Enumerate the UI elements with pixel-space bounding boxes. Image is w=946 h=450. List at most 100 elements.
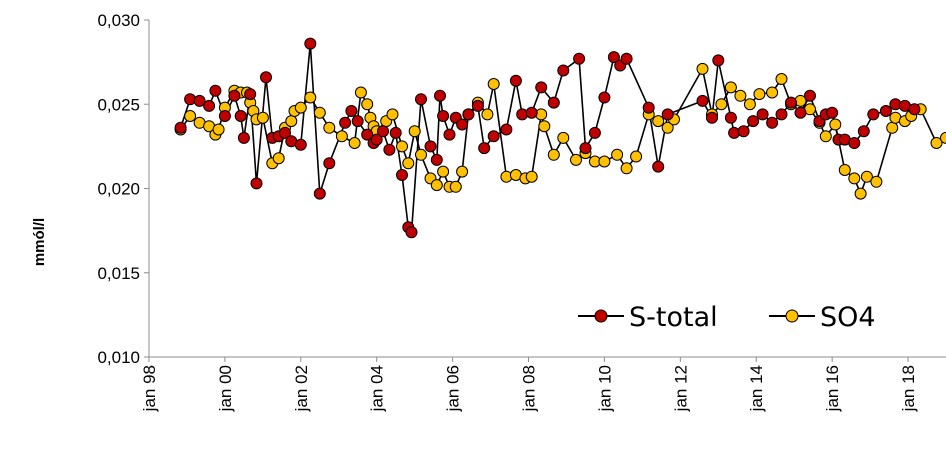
data-point-so4 bbox=[538, 120, 551, 133]
data-point-so4 bbox=[766, 86, 779, 99]
data-point-so4 bbox=[386, 108, 399, 121]
data-point-s-total bbox=[848, 137, 861, 149]
data-point-s-total bbox=[361, 128, 374, 141]
data-point-s-total bbox=[588, 126, 601, 139]
data-point-so4 bbox=[487, 78, 500, 90]
data-point-s-total bbox=[607, 51, 620, 64]
series-markers bbox=[174, 37, 946, 239]
legend-marker-s-total bbox=[594, 309, 608, 323]
data-point-s-total bbox=[509, 74, 522, 87]
legend-label-s-total: S-total bbox=[629, 302, 718, 333]
data-point-s-total bbox=[706, 111, 718, 124]
data-point-s-total bbox=[430, 153, 443, 166]
x-tick-label: jan 02 bbox=[292, 365, 311, 412]
data-point-so4 bbox=[294, 101, 307, 114]
data-point-s-total bbox=[209, 84, 222, 97]
x-tick-label: jan 12 bbox=[671, 365, 690, 412]
data-point-s-total bbox=[294, 138, 307, 151]
data-point-s-total bbox=[487, 130, 500, 143]
data-point-s-total bbox=[434, 89, 446, 102]
data-point-s-total bbox=[443, 128, 456, 141]
data-point-so4 bbox=[724, 81, 737, 94]
data-point-so4 bbox=[819, 130, 832, 143]
data-point-so4 bbox=[415, 148, 427, 161]
data-point-so4 bbox=[715, 98, 728, 111]
x-tick-label: jan 04 bbox=[368, 365, 387, 412]
data-point-so4 bbox=[854, 187, 867, 200]
series-layer bbox=[174, 37, 946, 239]
data-point-so4 bbox=[930, 137, 943, 149]
legend-marker-so4 bbox=[785, 309, 799, 323]
legend-item-s-total: S-total bbox=[578, 302, 718, 333]
x-tick-label: jan 18 bbox=[899, 365, 918, 412]
data-point-s-total bbox=[857, 125, 870, 138]
data-point-so4 bbox=[361, 98, 374, 111]
data-point-so4 bbox=[456, 165, 469, 178]
data-point-s-total bbox=[579, 142, 592, 155]
data-point-so4 bbox=[598, 155, 611, 168]
data-point-s-total bbox=[345, 105, 358, 117]
data-point-s-total bbox=[193, 94, 206, 107]
data-point-s-total bbox=[794, 106, 807, 119]
data-point-so4 bbox=[272, 152, 285, 165]
x-tick-label: jan 10 bbox=[595, 365, 614, 412]
data-point-so4 bbox=[184, 110, 197, 122]
data-point-s-total bbox=[405, 226, 418, 239]
data-point-so4 bbox=[611, 148, 624, 161]
data-point-so4 bbox=[212, 123, 225, 136]
data-point-s-total bbox=[908, 103, 921, 116]
data-point-so4 bbox=[630, 150, 643, 163]
data-point-so4 bbox=[304, 91, 317, 104]
data-point-s-total bbox=[424, 140, 437, 153]
x-tick-label: jan 14 bbox=[747, 365, 766, 412]
data-point-s-total bbox=[389, 126, 402, 139]
data-point-so4 bbox=[449, 180, 462, 193]
data-point-s-total bbox=[203, 99, 216, 112]
data-point-s-total bbox=[737, 125, 750, 138]
data-point-s-total bbox=[370, 133, 383, 146]
data-point-so4 bbox=[870, 175, 883, 188]
data-point-so4 bbox=[323, 121, 336, 134]
data-point-s-total bbox=[652, 160, 665, 173]
data-point-s-total bbox=[620, 52, 633, 65]
data-point-so4 bbox=[848, 172, 861, 185]
data-point-s-total bbox=[478, 142, 491, 155]
data-point-s-total bbox=[244, 88, 257, 101]
data-point-so4 bbox=[734, 89, 747, 102]
data-point-so4 bbox=[285, 115, 298, 128]
x-tick-label: jan 06 bbox=[444, 365, 463, 412]
data-point-s-total bbox=[377, 125, 389, 138]
data-point-s-total bbox=[234, 110, 247, 122]
data-point-so4 bbox=[886, 121, 899, 134]
data-point-so4 bbox=[557, 131, 570, 144]
x-tick-label: jan 98 bbox=[140, 365, 159, 412]
data-point-so4 bbox=[430, 179, 443, 192]
data-point-so4 bbox=[696, 62, 709, 75]
data-point-s-total bbox=[260, 71, 272, 84]
data-point-so4 bbox=[829, 118, 842, 131]
legend: S-total SO4 bbox=[578, 302, 876, 333]
data-point-s-total bbox=[237, 131, 250, 144]
data-point-s-total bbox=[547, 96, 560, 109]
x-tick-label: jan 08 bbox=[520, 365, 539, 412]
data-point-so4 bbox=[525, 170, 538, 183]
data-point-s-total bbox=[642, 101, 655, 114]
data-point-s-total bbox=[775, 108, 788, 121]
y-tick-label: 0,020 bbox=[97, 180, 140, 199]
data-point-so4 bbox=[743, 98, 756, 111]
data-point-so4 bbox=[753, 88, 766, 101]
data-point-so4 bbox=[335, 130, 348, 143]
data-point-s-total bbox=[471, 99, 484, 112]
y-tick-label: 0,025 bbox=[97, 95, 140, 114]
data-point-s-total bbox=[747, 115, 760, 128]
data-point-so4 bbox=[661, 121, 674, 134]
data-point-so4 bbox=[313, 106, 326, 119]
data-point-so4 bbox=[940, 131, 946, 144]
y-tick-label: 0,015 bbox=[97, 264, 140, 283]
data-point-so4 bbox=[620, 162, 633, 175]
data-point-s-total bbox=[250, 177, 263, 190]
data-point-so4 bbox=[402, 157, 415, 170]
data-point-so4 bbox=[775, 73, 788, 85]
x-tick-label: jan 00 bbox=[216, 365, 235, 412]
data-point-s-total bbox=[826, 106, 839, 119]
